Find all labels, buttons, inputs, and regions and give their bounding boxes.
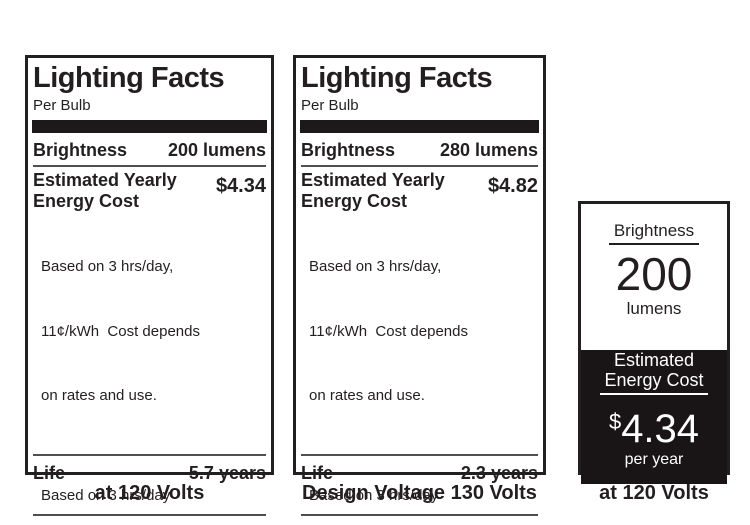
life-row: Life 2.3 years bbox=[301, 456, 538, 483]
divider bbox=[33, 514, 266, 516]
summary-brightness-title: Brightness bbox=[608, 221, 700, 245]
light-appearance-title: Light Appearance bbox=[33, 516, 266, 525]
summary-brightness-section: Brightness 200 lumens bbox=[581, 204, 727, 338]
summary-cost-section: Estimated Energy Cost $4.34 per year bbox=[581, 350, 727, 484]
summary-cost-title-line2: Energy Cost bbox=[600, 370, 708, 395]
summary-brightness-unit: lumens bbox=[626, 299, 682, 318]
lighting-facts-label-120v: Lighting Facts Per Bulb Brightness 200 l… bbox=[25, 55, 274, 525]
energy-cost-value: $4.34 bbox=[215, 175, 266, 197]
separator-bar bbox=[32, 120, 267, 133]
energy-cost-note: Based on 3 hrs/day, 11¢/kWh Cost depends… bbox=[309, 258, 468, 404]
life-label: Life bbox=[301, 462, 334, 483]
brightness-label: Brightness bbox=[33, 140, 128, 160]
brightness-value: 280 lumens bbox=[439, 140, 538, 160]
life-value: 5.7 years bbox=[188, 462, 266, 483]
divider bbox=[301, 514, 538, 516]
label-title: Lighting Facts bbox=[33, 62, 225, 94]
divider bbox=[301, 165, 538, 167]
life-label: Life bbox=[33, 462, 66, 483]
brightness-row: Brightness 280 lumens bbox=[301, 133, 538, 165]
divider bbox=[301, 453, 538, 456]
caption-120v: at 120 Volts bbox=[94, 482, 205, 504]
light-appearance-title: Light Appearance bbox=[301, 516, 538, 525]
label-title: Lighting Facts bbox=[301, 62, 493, 94]
brightness-label: Brightness bbox=[301, 140, 396, 160]
caption-summary: at 120 Volts bbox=[599, 482, 709, 504]
summary-cost-value: $4.34 bbox=[608, 407, 700, 451]
energy-cost-label: Estimated Yearly Energy Cost bbox=[301, 170, 445, 211]
life-note: Based on 3 hrs/day bbox=[41, 486, 171, 504]
summary-cost-unit: per year bbox=[624, 451, 684, 468]
brightness-row: Brightness 200 lumens bbox=[33, 133, 266, 165]
per-bulb-subtitle: Per Bulb bbox=[301, 97, 359, 114]
energy-cost-row: Estimated Yearly Energy Cost $4.82 bbox=[301, 167, 538, 212]
dollar-sign: $ bbox=[608, 409, 622, 434]
energy-cost-row: Estimated Yearly Energy Cost $4.34 bbox=[33, 167, 266, 212]
divider bbox=[33, 453, 266, 456]
summary-brightness-value: 200 bbox=[615, 248, 693, 300]
divider bbox=[33, 165, 266, 167]
life-row: Life 5.7 years bbox=[33, 456, 266, 483]
life-value: 2.3 years bbox=[460, 462, 538, 483]
energy-cost-value: $4.82 bbox=[487, 175, 538, 197]
summary-label: Brightness 200 lumens Estimated Energy C… bbox=[578, 201, 730, 484]
energy-cost-label: Estimated Yearly Energy Cost bbox=[33, 170, 177, 211]
caption-130v: Design Voltage 130 Volts bbox=[302, 482, 537, 504]
separator-bar bbox=[300, 120, 539, 133]
energy-cost-note: Based on 3 hrs/day, 11¢/kWh Cost depends… bbox=[41, 258, 200, 404]
per-bulb-subtitle: Per Bulb bbox=[33, 97, 91, 114]
life-note: Based on 3 hrs/day bbox=[309, 486, 439, 504]
brightness-value: 200 lumens bbox=[167, 140, 266, 160]
lighting-facts-label-130v: Lighting Facts Per Bulb Brightness 280 l… bbox=[293, 55, 546, 525]
summary-cost-title-line1: Estimated bbox=[613, 350, 695, 370]
